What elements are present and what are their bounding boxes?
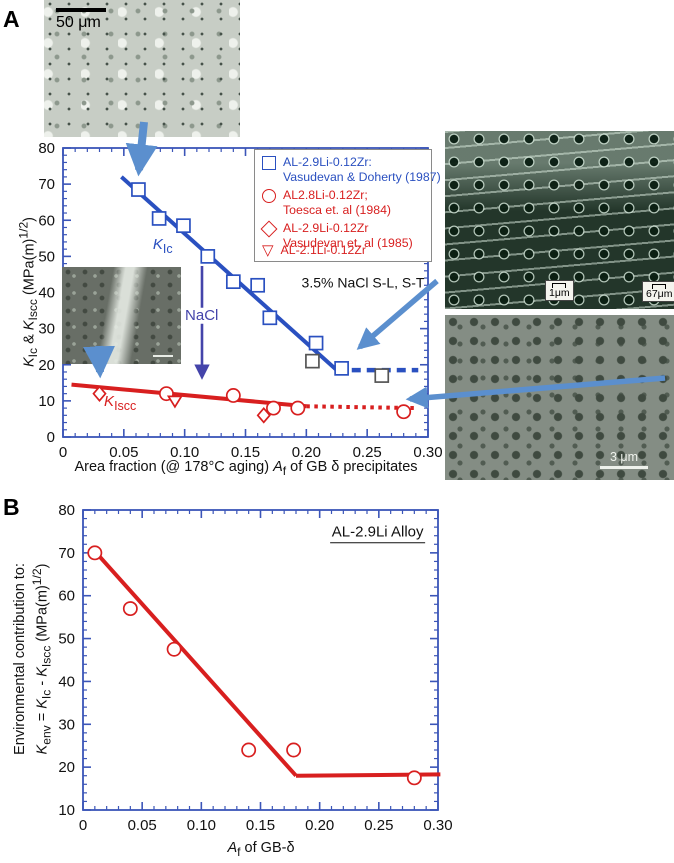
svg-text:0.25: 0.25	[364, 817, 393, 834]
scale-bar-line	[56, 8, 106, 12]
svg-text:60: 60	[58, 588, 75, 605]
dimple-micrograph-bottom-right: 3 μm	[445, 315, 674, 480]
svg-text:0.15: 0.15	[231, 444, 260, 461]
svg-text:40: 40	[38, 285, 55, 302]
svg-text:0.10: 0.10	[170, 444, 199, 461]
chart-a-legend: AL-2.9Li-0.12Zr: Vasudevan & Doherty (19…	[254, 149, 441, 262]
scale-bracket-icon	[652, 284, 667, 289]
svg-text:0.20: 0.20	[305, 817, 334, 834]
chart-a-x-axis-label: Area fraction (@ 178°C aging) Af of GB δ…	[74, 459, 418, 478]
panel-a-line-kiscc-plateau	[306, 404, 419, 411]
panel-a-line-kiscc-trend	[71, 382, 307, 409]
panel-a-label: A	[3, 6, 20, 32]
svg-text:0.05: 0.05	[109, 444, 138, 461]
scale-bar-line	[600, 466, 648, 469]
svg-text:70: 70	[38, 176, 55, 193]
legend-item-al21li: ▽ AL-2.1Li-0.12Zr	[262, 242, 366, 259]
panel-a-series	[131, 182, 390, 383]
svg-text:0.05: 0.05	[128, 817, 157, 834]
svg-text:60: 60	[38, 212, 55, 229]
svg-text:0: 0	[59, 444, 67, 461]
panel-a-series	[166, 395, 183, 409]
fracture-surface-micrograph-top: 50 μm	[44, 0, 240, 137]
svg-text:0.20: 0.20	[292, 444, 321, 461]
svg-text:50: 50	[38, 248, 55, 265]
svg-text:50: 50	[58, 631, 75, 648]
svg-text:0.25: 0.25	[353, 444, 382, 461]
chart-a-y-axis-label: KIc & KIscc (MPa(m)1/2)	[16, 216, 41, 368]
circle-marker-icon	[262, 189, 276, 203]
svg-text:0.30: 0.30	[423, 817, 452, 834]
scale-box-1um: 1μm	[545, 280, 574, 301]
svg-text:30: 30	[38, 321, 55, 338]
svg-text:20: 20	[38, 357, 55, 374]
svg-text:0.10: 0.10	[187, 817, 216, 834]
svg-text:30: 30	[58, 716, 75, 733]
panel-b-line-kenv-trend	[90, 547, 298, 778]
panel-a-line-kic-trend	[120, 175, 339, 372]
svg-text:20: 20	[58, 759, 75, 776]
svg-text:10: 10	[38, 393, 55, 410]
panel-b-label: B	[3, 494, 20, 520]
inset-scale-bar	[153, 355, 173, 357]
panel-a-series	[92, 385, 271, 424]
svg-text:70: 70	[58, 545, 75, 562]
legend-item-vasudevan-doherty: AL-2.9Li-0.12Zr: Vasudevan & Doherty (19…	[262, 155, 441, 186]
svg-text:0: 0	[79, 817, 87, 834]
svg-text:80: 80	[38, 140, 55, 157]
tem-micrograph-right: 1μm 67μm	[445, 131, 674, 309]
svg-text:0: 0	[47, 429, 55, 446]
diamond-marker-icon	[260, 220, 278, 238]
svg-text:0.30: 0.30	[413, 444, 442, 461]
panel-b-plot: 0 0.05 0.10 0.15 0.20 0.25 0.30 10 20 30 40 50 60 70 8…	[58, 502, 452, 834]
scale-bar-50um: 50 μm	[56, 8, 106, 32]
chart-b-x-axis-label: Af of GB-δ	[227, 840, 295, 859]
triangle-down-marker-icon: ▽	[262, 242, 274, 259]
panel-a-series	[158, 386, 412, 420]
svg-text:10: 10	[58, 802, 75, 819]
inset-micrograph-chart-a	[62, 267, 181, 364]
scale-bar-3um: 3 μm	[600, 450, 648, 469]
panel-b-series	[87, 545, 422, 786]
chart-b-y-axis-label: Environmental contribution to: Kenv = KI…	[11, 563, 54, 755]
svg-text:40: 40	[58, 673, 75, 690]
square-marker-icon	[262, 156, 276, 170]
svg-text:80: 80	[58, 502, 75, 519]
legend-item-toesca: AL2.8Li-0.12Zr; Toesca et. al (1984)	[262, 188, 391, 219]
svg-text:0.15: 0.15	[246, 817, 275, 834]
legend-item-vasudevan-1985: AL-2.9Li-0.12Zr Vasudevan et. al (1985)	[260, 220, 413, 252]
scale-bracket-icon	[552, 283, 567, 288]
scale-box-67um: 67μm	[642, 281, 674, 302]
